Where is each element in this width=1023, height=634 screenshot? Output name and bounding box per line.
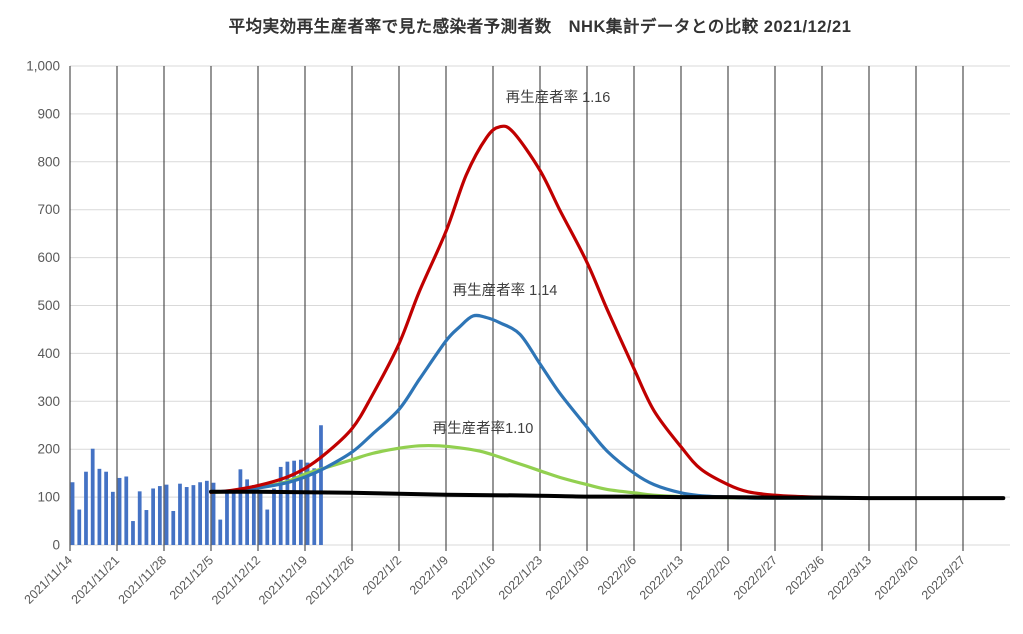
y-axis-label: 300 bbox=[37, 394, 60, 409]
bar bbox=[265, 509, 270, 545]
y-axis-label: 400 bbox=[37, 346, 60, 361]
x-axis-label: 2022/2/27 bbox=[731, 553, 780, 602]
bar bbox=[70, 482, 75, 545]
bar bbox=[151, 488, 155, 545]
bar bbox=[137, 491, 142, 545]
bar bbox=[124, 476, 129, 545]
x-axis-label: 2022/1/23 bbox=[496, 553, 545, 602]
chart-title: 平均実効再生産者率で見た感染者予測者数 NHK集計データとの比較 2021/12… bbox=[228, 18, 852, 36]
x-axis-label: 2022/3/6 bbox=[783, 553, 827, 597]
bar bbox=[238, 469, 243, 545]
y-axis-label: 500 bbox=[37, 298, 60, 313]
bar bbox=[191, 485, 196, 546]
bar bbox=[231, 493, 236, 545]
y-axis-labels: 0 100 200 300 400 500 600 700 800 900 1,000 bbox=[26, 59, 60, 553]
bar bbox=[110, 491, 115, 545]
bar bbox=[251, 485, 256, 546]
series-annotation: 再生産者率 1.16 bbox=[506, 89, 611, 106]
x-gridlines bbox=[69, 66, 964, 551]
y-axis-label: 900 bbox=[37, 106, 60, 121]
y-axis-label: 700 bbox=[37, 202, 60, 217]
bar bbox=[305, 462, 310, 545]
bar bbox=[278, 466, 283, 545]
x-axis-label: 2021/11/28 bbox=[116, 553, 170, 607]
bar bbox=[164, 484, 169, 545]
x-axis-label: 2022/2/13 bbox=[637, 553, 686, 602]
x-axis-label: 2022/1/2 bbox=[360, 553, 404, 597]
bar bbox=[204, 480, 209, 545]
bar bbox=[319, 425, 323, 545]
bar bbox=[117, 477, 122, 545]
bar bbox=[298, 459, 303, 545]
curve-nhk-baseline bbox=[209, 489, 1006, 501]
bar bbox=[77, 509, 82, 545]
line-series bbox=[209, 124, 1006, 501]
bar bbox=[245, 479, 249, 545]
bar bbox=[272, 488, 276, 545]
bar bbox=[157, 486, 162, 545]
series-annotation: 再生産者率1.10 bbox=[433, 420, 534, 437]
series-annotation: 再生産者率 1.14 bbox=[453, 282, 558, 299]
x-axis-label: 2022/2/6 bbox=[595, 553, 639, 597]
bar bbox=[178, 483, 182, 545]
bar bbox=[225, 489, 229, 545]
x-axis-label: 2021/12/26 bbox=[303, 553, 357, 607]
bar bbox=[171, 510, 176, 545]
x-axis-label: 2021/11/21 bbox=[69, 553, 123, 607]
x-axis-label: 2022/3/20 bbox=[872, 553, 921, 602]
bar-series bbox=[70, 425, 323, 546]
x-axis-label: 2021/12/19 bbox=[256, 553, 310, 607]
y-axis-label: 1,000 bbox=[26, 59, 60, 74]
x-axis-label: 2022/1/9 bbox=[407, 553, 451, 597]
bar bbox=[84, 471, 88, 545]
x-axis-label: 2022/3/27 bbox=[919, 553, 968, 602]
x-axis-label: 2021/11/14 bbox=[22, 553, 76, 607]
y-axis-label: 800 bbox=[37, 154, 60, 169]
bar bbox=[131, 521, 135, 545]
x-axis-label: 2022/3/13 bbox=[825, 553, 874, 602]
y-axis-label: 200 bbox=[37, 442, 60, 457]
x-axis-label: 2022/1/30 bbox=[543, 553, 592, 602]
bar bbox=[90, 448, 95, 545]
x-axis-label: 2022/2/20 bbox=[684, 553, 733, 602]
bar bbox=[184, 487, 189, 545]
x-axis-label: 2021/12/5 bbox=[167, 553, 216, 602]
y-axis-label: 100 bbox=[37, 490, 60, 505]
x-axis-label: 2022/1/16 bbox=[449, 553, 498, 602]
bar bbox=[218, 519, 223, 545]
bar bbox=[211, 482, 216, 545]
bar bbox=[292, 460, 296, 545]
bar bbox=[97, 468, 102, 545]
bar bbox=[312, 468, 317, 545]
curve-rt-1.16 bbox=[209, 124, 891, 500]
x-axis-labels: 2021/11/142021/11/212021/11/282021/12/52… bbox=[22, 553, 969, 607]
bar bbox=[104, 471, 108, 545]
x-axis-label: 2021/12/12 bbox=[209, 553, 263, 607]
series-annotations: 再生産者率 1.16 再生産者率 1.14 再生産者率1.10 bbox=[433, 89, 611, 437]
bar bbox=[258, 491, 263, 545]
bar bbox=[144, 510, 149, 545]
bar bbox=[285, 461, 290, 545]
y-axis-label: 600 bbox=[37, 250, 60, 265]
bar bbox=[198, 482, 202, 545]
y-axis-label: 0 bbox=[52, 538, 60, 553]
